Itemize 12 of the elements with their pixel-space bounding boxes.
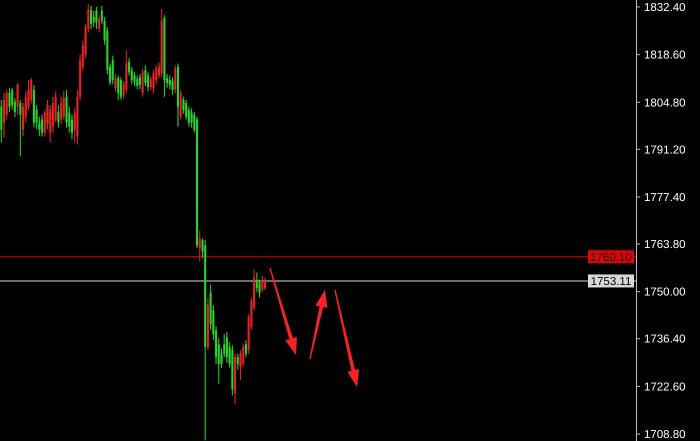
ref-line-label: 1753.11	[590, 276, 632, 288]
y-tick-label: 1763.80	[644, 239, 686, 252]
y-tick-label: 1818.60	[644, 50, 686, 62]
y-tick-label: 1832.40	[644, 2, 686, 14]
y-tick-label: 1804.80	[644, 97, 686, 110]
y-tick-label: 1708.80	[644, 429, 686, 441]
y-tick-label: 1722.60	[644, 381, 686, 394]
y-tick-label: 1777.40	[644, 192, 686, 204]
y-tick-label: 1736.40	[644, 334, 686, 346]
y-tick-label: 1791.20	[644, 144, 686, 156]
candlestick	[198, 230, 201, 262]
y-tick-label: 1750.00	[644, 286, 686, 299]
